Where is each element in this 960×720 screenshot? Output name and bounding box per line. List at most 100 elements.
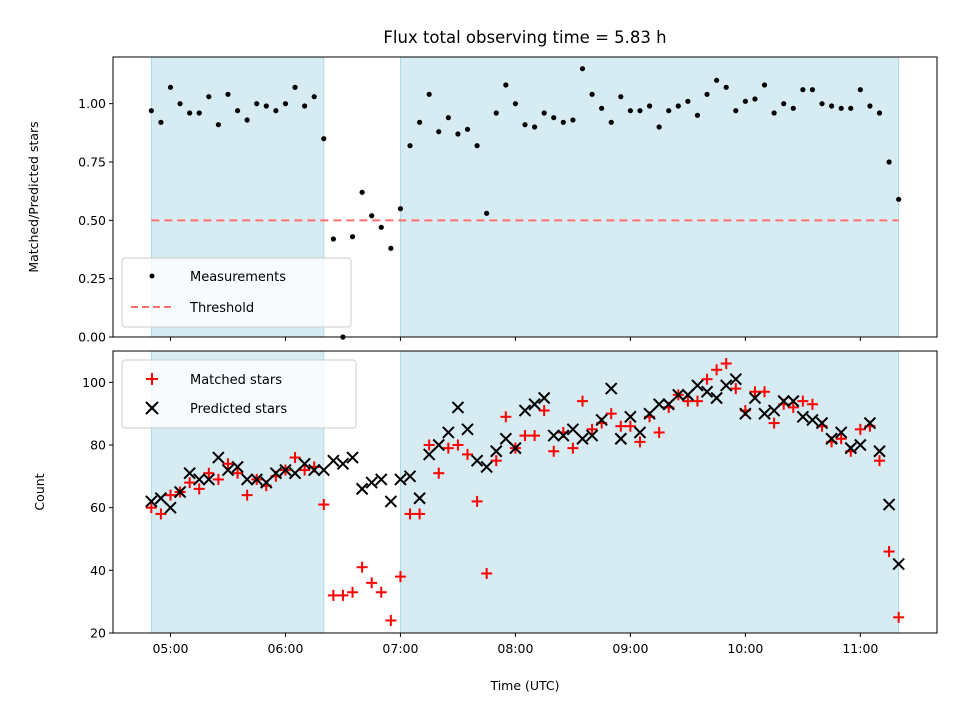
x-tick-label: 07:00 bbox=[382, 641, 418, 656]
predicted-star-point bbox=[892, 557, 905, 571]
matched-star-point bbox=[327, 589, 339, 601]
matched-star-point bbox=[787, 401, 799, 413]
matched-star-point bbox=[586, 423, 598, 435]
matched-star-point bbox=[538, 405, 550, 417]
predicted-star-point bbox=[480, 460, 493, 474]
x-tick-label: 08:00 bbox=[497, 641, 533, 656]
matched-star-point bbox=[797, 395, 809, 407]
matched-star-point bbox=[605, 408, 617, 420]
measurement-point bbox=[579, 66, 586, 72]
top-y-tick-label: 0.25 bbox=[78, 271, 106, 286]
predicted-star-point bbox=[451, 401, 465, 414]
legend-threshold-label: Threshold bbox=[189, 301, 254, 316]
matched-star-point bbox=[701, 373, 713, 385]
predicted-star-point bbox=[710, 391, 723, 405]
measurement-point bbox=[896, 196, 902, 202]
matched-star-point bbox=[289, 452, 301, 464]
measurement-point bbox=[848, 105, 854, 111]
matched-star-point bbox=[375, 586, 387, 598]
predicted-star-point bbox=[394, 473, 407, 486]
measurement-point bbox=[225, 91, 231, 97]
predicted-star-point bbox=[873, 445, 886, 458]
matched-star-point bbox=[299, 464, 311, 476]
measurement-point bbox=[378, 224, 384, 230]
matched-star-point bbox=[500, 411, 512, 423]
predicted-star-point bbox=[863, 416, 877, 430]
measurement-point bbox=[167, 84, 174, 90]
matched-star-point bbox=[337, 589, 349, 601]
predicted-star-point bbox=[547, 429, 560, 442]
matched-star-point bbox=[222, 458, 234, 470]
predicted-star-point bbox=[317, 463, 330, 477]
measurement-point bbox=[551, 115, 557, 121]
predicted-star-point bbox=[183, 466, 196, 480]
predicted-star-point bbox=[212, 451, 225, 464]
predicted-star-point bbox=[652, 398, 666, 411]
predicted-star-point bbox=[432, 438, 445, 452]
predicted-star-point bbox=[442, 426, 455, 439]
bottom-plot-frame bbox=[112, 350, 938, 634]
measurement-point bbox=[819, 101, 825, 107]
predicted-star-point bbox=[796, 410, 810, 424]
measurement-point bbox=[321, 136, 327, 142]
predicted-star-point bbox=[662, 398, 675, 411]
predicted-star-point bbox=[537, 391, 551, 405]
matched-star-point bbox=[203, 467, 215, 479]
predicted-star-point bbox=[566, 423, 580, 436]
measurement-point bbox=[742, 98, 748, 104]
measurement-point bbox=[349, 234, 356, 240]
predicted-star-point bbox=[461, 423, 474, 436]
matched-star-point bbox=[155, 508, 167, 520]
matched-star-point bbox=[806, 398, 818, 410]
measurement-points bbox=[148, 66, 902, 340]
predicted-star-point bbox=[375, 473, 388, 486]
matched-star-point bbox=[567, 442, 579, 454]
predicted-star-point bbox=[490, 445, 503, 458]
measurement-point bbox=[369, 213, 375, 219]
bottom-y-tick-label: 80 bbox=[90, 438, 106, 453]
matched-star-point bbox=[749, 386, 761, 398]
predicted-star-point bbox=[720, 379, 733, 392]
legend-measurements-label: Measurements bbox=[190, 270, 286, 285]
measurement-point bbox=[886, 159, 892, 165]
measurement-point bbox=[177, 101, 183, 107]
predicted-star-point bbox=[231, 460, 244, 474]
measurement-point bbox=[234, 108, 241, 114]
measurement-point bbox=[694, 112, 701, 118]
x-tick-label: 09:00 bbox=[612, 641, 648, 656]
measurement-point bbox=[723, 84, 729, 90]
predicted-star-point bbox=[825, 432, 838, 445]
predicted-star-point bbox=[193, 473, 206, 486]
matched-star-point bbox=[452, 439, 464, 451]
predicted-star-point bbox=[624, 410, 637, 424]
matched-star-point bbox=[394, 571, 406, 583]
measurement-point bbox=[771, 110, 777, 116]
matched-star-point bbox=[730, 383, 742, 395]
predicted-star-point bbox=[681, 388, 695, 402]
predicted-star-point bbox=[298, 457, 311, 471]
predicted-star-point bbox=[700, 385, 714, 398]
matched-star-point bbox=[366, 577, 378, 589]
predicted-star-point bbox=[346, 451, 359, 464]
top-x-ticks bbox=[169, 337, 861, 341]
bottom-x-ticks: 05:00 06:00 07:00 08:00 09:00 10:00 11:00 bbox=[152, 633, 878, 656]
matched-star-point bbox=[414, 508, 426, 520]
measurement-point bbox=[493, 110, 499, 116]
matched-star-point bbox=[759, 386, 771, 398]
measurement-point bbox=[541, 110, 547, 116]
x-axis-label: Time (UTC) bbox=[489, 678, 559, 693]
top-legend: Measurements Threshold bbox=[121, 257, 352, 328]
predicted-star-point bbox=[643, 407, 656, 420]
measurement-point bbox=[512, 101, 519, 107]
predicted-star-point bbox=[327, 454, 340, 467]
matched-star-point bbox=[347, 586, 359, 598]
predicted-star-point bbox=[202, 473, 216, 486]
matched-star-point bbox=[615, 420, 627, 432]
bottom-observing-window-1 bbox=[399, 350, 900, 634]
measurement-point bbox=[656, 124, 662, 130]
bottom-y-tick-label: 60 bbox=[90, 500, 106, 515]
measurement-point bbox=[158, 119, 164, 125]
measurement-point bbox=[484, 210, 490, 216]
x-tick-label: 11:00 bbox=[842, 641, 878, 656]
bottom-legend: Matched stars Predicted stars bbox=[121, 359, 357, 429]
